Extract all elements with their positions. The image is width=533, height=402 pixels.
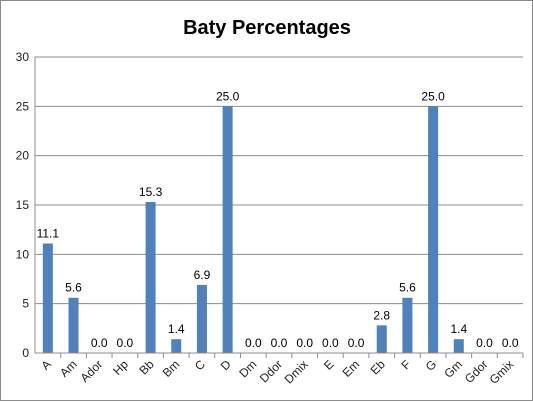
data-label: 1.4 (168, 322, 185, 336)
y-tick-label: 10 (16, 247, 30, 261)
x-tick-label: C (192, 357, 208, 373)
x-tick-label: A (38, 357, 54, 373)
x-tick-label: Em (340, 357, 363, 380)
data-label: 11.1 (37, 226, 60, 240)
bar (222, 106, 233, 353)
x-tick-label: Gmix (487, 357, 517, 387)
bar (145, 202, 156, 353)
y-tick-label: 25 (16, 99, 30, 113)
x-tick-label: F (398, 357, 413, 372)
y-tick-label: 15 (16, 198, 30, 212)
data-label: 0.0 (322, 336, 339, 350)
bar (196, 284, 207, 353)
bar (42, 243, 53, 353)
data-label: 0.0 (296, 336, 313, 350)
data-label: 15.3 (139, 185, 163, 199)
x-tick-label: Eb (368, 357, 389, 378)
y-tick-label: 5 (22, 297, 29, 311)
bar (171, 339, 182, 353)
x-tick-label: Gdor (462, 357, 491, 386)
data-labels: 11.1 5.6 0.0 0.0 15.3 1.4 6.9 25.0 0.0 0.0 0.0 0.0 0… (37, 89, 519, 350)
x-tick-label: G (423, 357, 440, 374)
data-label: 2.8 (373, 308, 390, 322)
data-label: 1.4 (450, 322, 467, 336)
bars (42, 106, 464, 353)
data-label: 6.9 (194, 268, 211, 282)
y-tick-label: 20 (16, 149, 30, 163)
x-tick-label: Hp (110, 357, 131, 378)
data-label: 0.0 (502, 336, 519, 350)
y-tick-label: 30 (16, 50, 30, 64)
axes (34, 57, 524, 358)
x-tick-label: Ddor (257, 357, 285, 385)
bar (402, 297, 413, 353)
bar (68, 297, 79, 353)
x-tick-label: Dm (236, 357, 259, 380)
x-tick-label: D (218, 357, 234, 373)
data-label: 0.0 (348, 336, 365, 350)
x-tick-label: Ador (78, 357, 106, 385)
data-label: 0.0 (91, 336, 108, 350)
chart-title: Baty Percentages (183, 17, 351, 39)
bar (376, 325, 387, 353)
bar (428, 106, 439, 353)
data-label: 5.6 (65, 281, 82, 295)
data-label: 5.6 (399, 281, 416, 295)
bar (453, 339, 464, 353)
x-tick-label: Dmix (282, 357, 311, 386)
x-tick-label: Gm (441, 357, 465, 381)
x-tick-label: Bm (160, 357, 183, 380)
x-tick-label: Bb (136, 357, 157, 378)
y-axis-tick-labels: 0 5 10 15 20 25 30 (16, 50, 30, 360)
x-tick-label: E (321, 357, 337, 373)
data-label: 25.0 (216, 89, 240, 103)
data-label: 0.0 (245, 336, 262, 350)
data-label: 25.0 (421, 89, 445, 103)
data-label: 0.0 (476, 336, 493, 350)
gridlines (35, 56, 523, 305)
y-tick-label: 0 (22, 346, 29, 360)
data-label: 0.0 (271, 336, 288, 350)
data-label: 0.0 (117, 336, 134, 350)
x-tick-label: Am (57, 357, 80, 380)
